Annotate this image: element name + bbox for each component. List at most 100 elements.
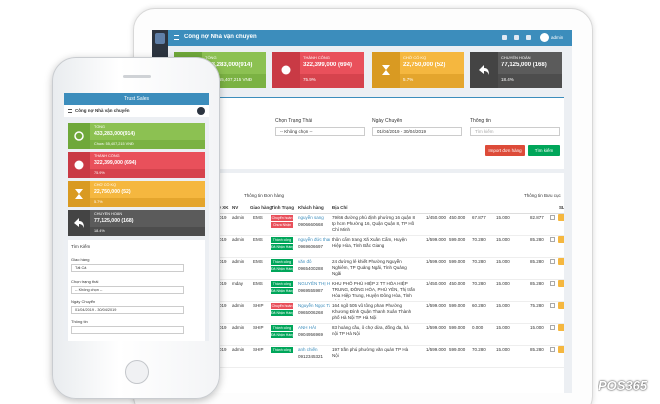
row-amount: 15.000 [496, 347, 510, 352]
column-header: Giao hàng [250, 205, 273, 210]
card-value: 77,125,000 (168) [501, 62, 547, 68]
row-customer: văn đô [298, 259, 312, 264]
row-amount: 85.280 [530, 347, 544, 352]
row-checkbox[interactable] [550, 303, 555, 308]
row-amount: 1/599.000 [426, 347, 447, 352]
column-header: Khách hàng [298, 205, 324, 210]
status-select[interactable]: -- Không chọn -- [71, 286, 184, 294]
filter-panel [68, 240, 205, 341]
row-phone: 0969555987 [298, 288, 324, 293]
card-label: TỔNG [94, 125, 105, 129]
stat-card: THÀNH CÔNG 322,399,000 (694) 75.9% [68, 152, 205, 178]
row-amount: 1/599.000 [426, 259, 447, 264]
row-amount: 75.280 [530, 303, 544, 308]
row-line [174, 235, 564, 236]
row-amount: 1/599.000 [426, 237, 447, 242]
row-checkbox[interactable] [550, 259, 555, 264]
status-badge: Đã Nhận Hàng [271, 288, 293, 294]
group-header: Thông tin Bưu cục [524, 193, 561, 198]
column-header: NV [232, 205, 239, 210]
row-amount: 60.280 [472, 303, 486, 308]
row-button[interactable] [558, 280, 564, 287]
card-icon [68, 123, 90, 149]
row-address: 83 hoàng cầu, ô chợ dừa, đống đa, hà nội… [332, 325, 409, 336]
card-label: CHỜ CÓ KQ [403, 55, 427, 60]
row-amount: 450.000 [449, 281, 466, 286]
row-staff: admin [232, 347, 245, 352]
status-badge: Thành công [271, 325, 293, 331]
row-button[interactable] [558, 236, 564, 243]
row-button[interactable] [558, 324, 564, 331]
card-bar [90, 198, 205, 207]
row-button[interactable] [558, 214, 564, 221]
phone-screen: Trust Sales Công nợ Nhà vận chuyển TỔNG 433… [64, 93, 209, 341]
row-button[interactable] [558, 302, 564, 309]
date-input[interactable]: 01/04/2019 - 30/04/2019 [71, 306, 184, 314]
card-label: CHUYỂN HOÀN [94, 212, 123, 216]
info-label: Thông tin [71, 319, 88, 324]
row-amount: 599.000 [449, 259, 466, 264]
page-title: Công nợ Nhà vận chuyển [184, 34, 257, 40]
stat-card: CHUYỂN HOÀN 77,125,000 (168) 18.4% [470, 52, 562, 88]
row-checkbox[interactable] [550, 237, 555, 242]
speaker [123, 75, 151, 78]
status-badge: Thành công [271, 237, 293, 243]
card-sub: 75.9% [94, 171, 105, 175]
date-label: Ngày Chuyển [71, 299, 96, 304]
card-label: CHUYỂN HOÀN [501, 55, 531, 60]
card-sub: 18.4% [501, 77, 514, 82]
row-line [174, 301, 564, 302]
tablet-screen: Công nợ Nhà vận chuyển admin TỔNG 433,283,0… [152, 30, 572, 393]
column-header: SL [559, 205, 564, 210]
info-input[interactable] [71, 326, 184, 334]
status-badge: Chưa Nhận [271, 222, 293, 228]
row-button[interactable] [558, 258, 564, 265]
row-amount: 70.280 [472, 237, 486, 242]
row-checkbox[interactable] [550, 215, 555, 220]
menu-icon [174, 35, 179, 40]
card-icon [68, 152, 90, 178]
card-value: 322,399,000 (694) [303, 62, 353, 68]
row-customer: ANH HẢI [298, 325, 317, 330]
nav-title: Công nợ Nhà vận chuyển [75, 108, 130, 113]
card-sub: 5.7% [403, 77, 414, 82]
card-value: 22,750,000 (52) [403, 62, 446, 68]
row-checkbox[interactable] [550, 281, 555, 286]
nav-menu [68, 109, 72, 113]
header-icon [514, 35, 519, 40]
row-amount: 15.000 [496, 259, 510, 264]
status-badge: Đã Nhận Hàng [271, 332, 293, 338]
row-amount: 15.000 [496, 281, 510, 286]
card-bar [90, 169, 205, 178]
import-button[interactable]: Import đơn hàng [485, 145, 525, 156]
row-address: 79/66 đường phú định phường 16 quận 8 tp… [332, 215, 415, 232]
carrier-select[interactable]: Tất Cả [71, 264, 184, 272]
carrier-label: Giao hàng [71, 257, 90, 262]
info-input: Tìm kiếm [470, 127, 560, 136]
row-checkbox[interactable] [550, 325, 555, 330]
row-line [174, 257, 564, 258]
row-customer: NGUYỄN THỊ HUYỀN DIỆU [298, 281, 330, 286]
row-staff: admin [232, 303, 245, 308]
status-badge: Đã Nhận Hàng [271, 244, 293, 250]
search-button[interactable]: Tìm kiếm [528, 145, 560, 156]
card-value: 433,283,000(914) [205, 62, 253, 68]
row-amount: 599.000 [449, 325, 466, 330]
user-name: admin [551, 35, 564, 40]
status-badge: Thành công [271, 281, 293, 287]
row-amount: 1/599.000 [426, 303, 447, 308]
row-carrier: EMS [253, 215, 263, 220]
row-checkbox[interactable] [550, 347, 555, 352]
status-label: Chọn trạng thái [71, 279, 99, 284]
card-value: 322,399,000 (694) [94, 160, 137, 166]
card-value: 77,125,000 (168) [94, 218, 134, 224]
row-button[interactable] [558, 346, 564, 353]
row-amount: 599.000 [449, 237, 466, 242]
row-customer: Nguyễn Ngọc Tâm [298, 303, 330, 308]
card-sub: 18.4% [94, 229, 105, 233]
nav-avatar [197, 107, 205, 115]
card-icon [470, 52, 498, 88]
card-icon [372, 52, 400, 88]
card-value: 22,750,000 (52) [94, 189, 131, 195]
